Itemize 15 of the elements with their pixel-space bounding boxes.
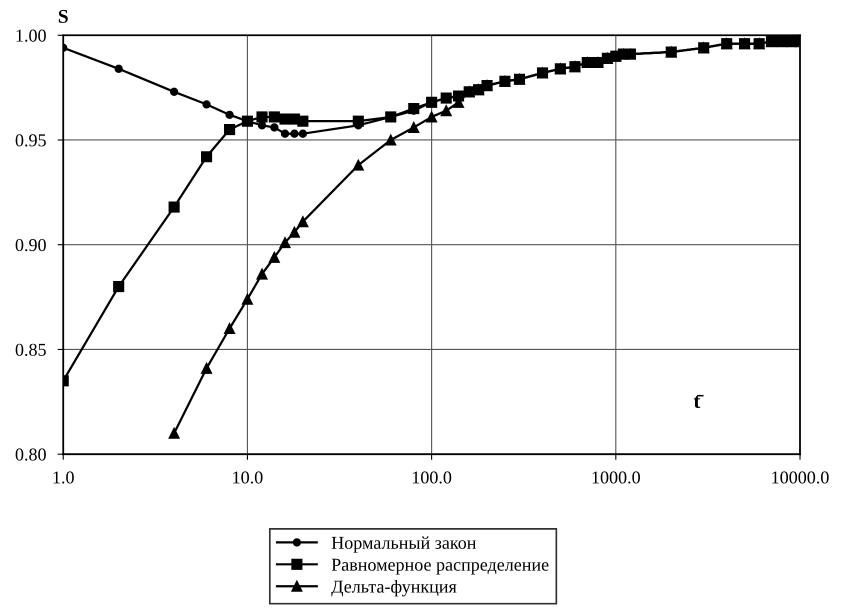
y-axis-title: S bbox=[58, 10, 68, 23]
legend-label: Дельта-функция bbox=[331, 580, 456, 596]
legend-label: Нормальный закон bbox=[332, 536, 476, 553]
y-tick-label: 0.80 bbox=[16, 448, 46, 461]
legend-label: Равномерное распределение bbox=[332, 558, 548, 574]
x-tick-label: 1000.0 bbox=[592, 471, 640, 484]
x-tick-label: 1.0 bbox=[54, 471, 74, 484]
x-tick-label: 10.0 bbox=[233, 471, 263, 484]
x-tick-label: 10000.0 bbox=[772, 471, 829, 484]
y-tick-label: 0.85 bbox=[16, 344, 46, 356]
x-tick-label: 100.0 bbox=[412, 471, 452, 484]
y-tick-label: 0.95 bbox=[16, 134, 46, 147]
x-axis-title: t̄ bbox=[694, 394, 704, 408]
y-tick-label: 1.00 bbox=[16, 30, 46, 42]
y-tick-label: 0.90 bbox=[16, 238, 46, 252]
